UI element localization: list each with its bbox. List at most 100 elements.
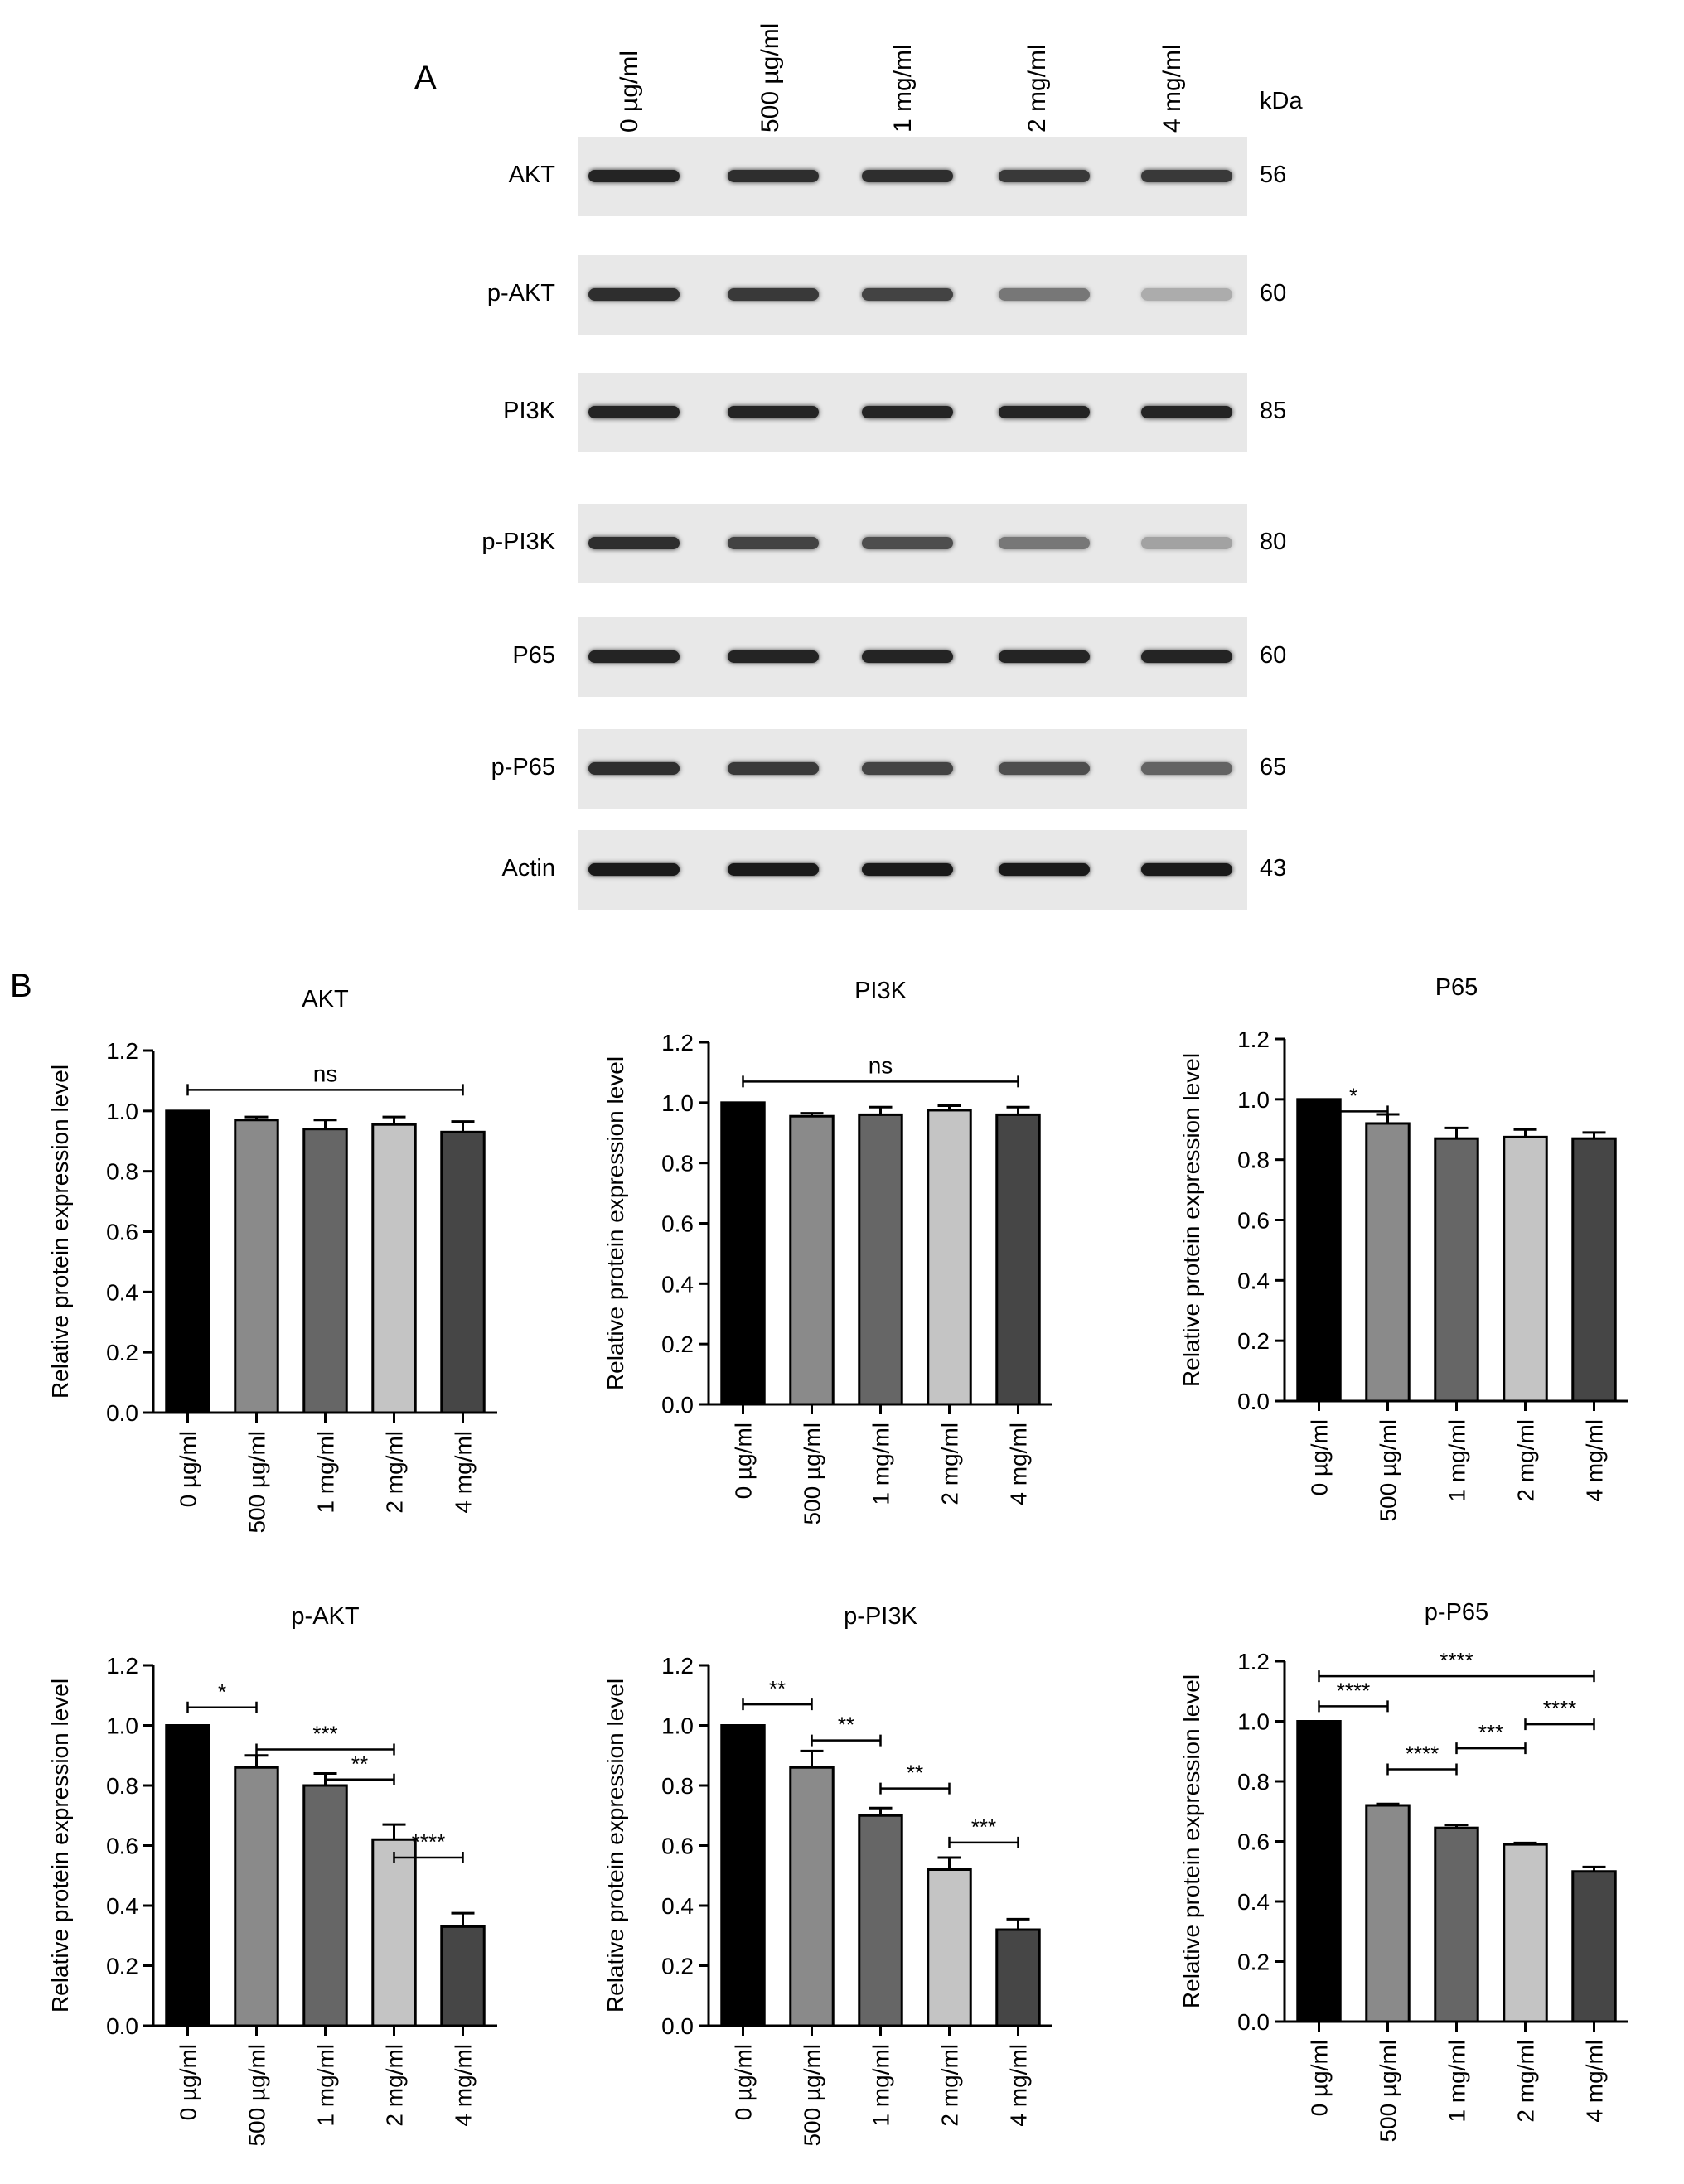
y-tick-label: 0.2 — [661, 1954, 694, 1979]
kda-value: 60 — [1260, 642, 1287, 669]
x-tick-label: 500 µg/ml — [1376, 1419, 1401, 1522]
bar — [858, 1814, 903, 2027]
y-tick-label: 1.2 — [106, 1653, 138, 1679]
bar — [371, 1838, 417, 2027]
lane-label: 1 mg/ml — [889, 44, 917, 133]
panel-b-label: B — [10, 968, 32, 1004]
significance-label: ** — [907, 1761, 923, 1785]
significance-label: *** — [971, 1814, 996, 1839]
bar — [371, 1123, 417, 1414]
lane-label: 2 mg/ml — [1023, 44, 1051, 133]
bar — [927, 1109, 972, 1406]
chart-p65: P65 Relative protein expression level 0.0 0… — [1178, 974, 1628, 1522]
protein-band — [1141, 863, 1232, 876]
y-tick-label: 0.8 — [106, 1773, 138, 1799]
x-tick-label: 4 mg/ml — [1006, 1423, 1032, 1505]
chart-title: p-AKT — [291, 1603, 359, 1630]
y-tick-label: 0.6 — [1237, 1208, 1270, 1234]
bar — [789, 1766, 835, 2027]
y-tick-label: 0.0 — [106, 1400, 138, 1426]
chart-p-pi3k: p-PI3K Relative protein expression level 0… — [602, 1603, 1052, 2147]
bar — [302, 1128, 348, 1414]
x-tick-label: 2 mg/ml — [937, 2044, 963, 2127]
significance-label: **** — [1406, 1742, 1439, 1766]
significance-label: * — [218, 1679, 226, 1704]
y-tick-label: 0.6 — [106, 1220, 138, 1245]
y-tick-label: 0.4 — [1237, 1889, 1270, 1915]
protein-band — [728, 762, 819, 775]
y-axis-label: Relative protein expression level — [1178, 1053, 1204, 1387]
blot-row: p-P65 65 — [0, 729, 1286, 809]
protein-band — [862, 863, 953, 876]
significance-label: ** — [351, 1752, 368, 1776]
blot-membrane — [578, 137, 1247, 216]
significance-label: ns — [869, 1052, 893, 1078]
y-tick-label: 0.8 — [106, 1159, 138, 1185]
protein-label: Actin — [501, 855, 555, 882]
x-tick-label: 0 µg/ml — [731, 2044, 757, 2120]
kda-value: 65 — [1260, 754, 1287, 780]
x-tick-label: 1 mg/ml — [1444, 2040, 1470, 2123]
bar — [858, 1113, 903, 1406]
y-tick-label: 0.4 — [106, 1279, 138, 1305]
protein-band — [1141, 762, 1232, 775]
x-tick-label: 500 µg/ml — [800, 2044, 825, 2147]
x-tick-label: 500 µg/ml — [244, 2044, 270, 2147]
significance-label: ns — [313, 1061, 338, 1086]
bar — [1503, 1843, 1548, 2023]
bar — [1434, 1826, 1479, 2023]
protein-band — [588, 288, 680, 301]
protein-label: AKT — [508, 162, 555, 188]
lane-label: 0 µg/ml — [616, 51, 643, 133]
kda-value: 56 — [1260, 162, 1287, 188]
x-tick-label: 2 mg/ml — [1513, 1419, 1539, 1502]
protein-band — [588, 170, 680, 182]
chart-title: p-PI3K — [844, 1603, 917, 1630]
x-tick-label: 1 mg/ml — [869, 1423, 894, 1505]
y-tick-label: 0.8 — [1237, 1148, 1270, 1173]
blot-membrane — [578, 255, 1247, 335]
y-tick-label: 0.4 — [106, 1893, 138, 1919]
protein-band — [999, 170, 1090, 182]
y-axis-label: Relative protein expression level — [1178, 1674, 1204, 2008]
x-tick-label: 2 mg/ml — [382, 1431, 408, 1514]
blot-row: PI3K 85 — [0, 373, 1286, 452]
significance-label: **** — [1543, 1696, 1576, 1721]
bar — [440, 1925, 486, 2027]
protein-band — [862, 537, 953, 549]
y-tick-label: 1.0 — [1237, 1087, 1270, 1113]
protein-band — [728, 170, 819, 182]
y-tick-label: 0.4 — [1237, 1268, 1270, 1293]
chart-pi3k: PI3K Relative protein expression level 0.0… — [602, 978, 1052, 1525]
chart-title: PI3K — [854, 978, 907, 1004]
protein-band — [862, 170, 953, 182]
protein-band — [1141, 537, 1232, 549]
chart-akt: AKT Relative protein expression level 0.0 0… — [47, 986, 497, 1534]
y-tick-label: 0.0 — [1237, 2009, 1270, 2035]
bar — [234, 1119, 279, 1414]
y-tick-label: 0.2 — [1237, 1328, 1270, 1354]
x-tick-label: 2 mg/ml — [382, 2044, 408, 2127]
protein-band — [999, 762, 1090, 775]
bar — [1434, 1137, 1479, 1403]
bar — [995, 1113, 1041, 1406]
chart-p-akt: p-AKT Relative protein expression level 0.… — [47, 1603, 497, 2147]
x-tick-label: 4 mg/ml — [1582, 1419, 1608, 1502]
chart-title: AKT — [302, 986, 349, 1012]
x-tick-label: 500 µg/ml — [800, 1423, 825, 1525]
protein-band — [999, 406, 1090, 418]
blot-row: p-AKT 60 — [0, 255, 1286, 335]
protein-label: PI3K — [503, 398, 555, 424]
x-tick-label: 2 mg/ml — [937, 1423, 963, 1505]
protein-band — [862, 288, 953, 301]
significance-label: ** — [769, 1676, 786, 1701]
x-tick-label: 0 µg/ml — [176, 1431, 201, 1507]
y-tick-label: 0.2 — [106, 1340, 138, 1365]
y-axis-label: Relative protein expression level — [602, 1056, 628, 1390]
x-tick-label: 1 mg/ml — [313, 1431, 339, 1514]
y-tick-label: 0.6 — [661, 1211, 694, 1237]
blot-row: p-PI3K 80 — [0, 504, 1286, 583]
blot-row: P65 60 — [0, 617, 1286, 697]
protein-label: p-PI3K — [481, 529, 555, 555]
lane-label: 4 mg/ml — [1159, 44, 1186, 133]
